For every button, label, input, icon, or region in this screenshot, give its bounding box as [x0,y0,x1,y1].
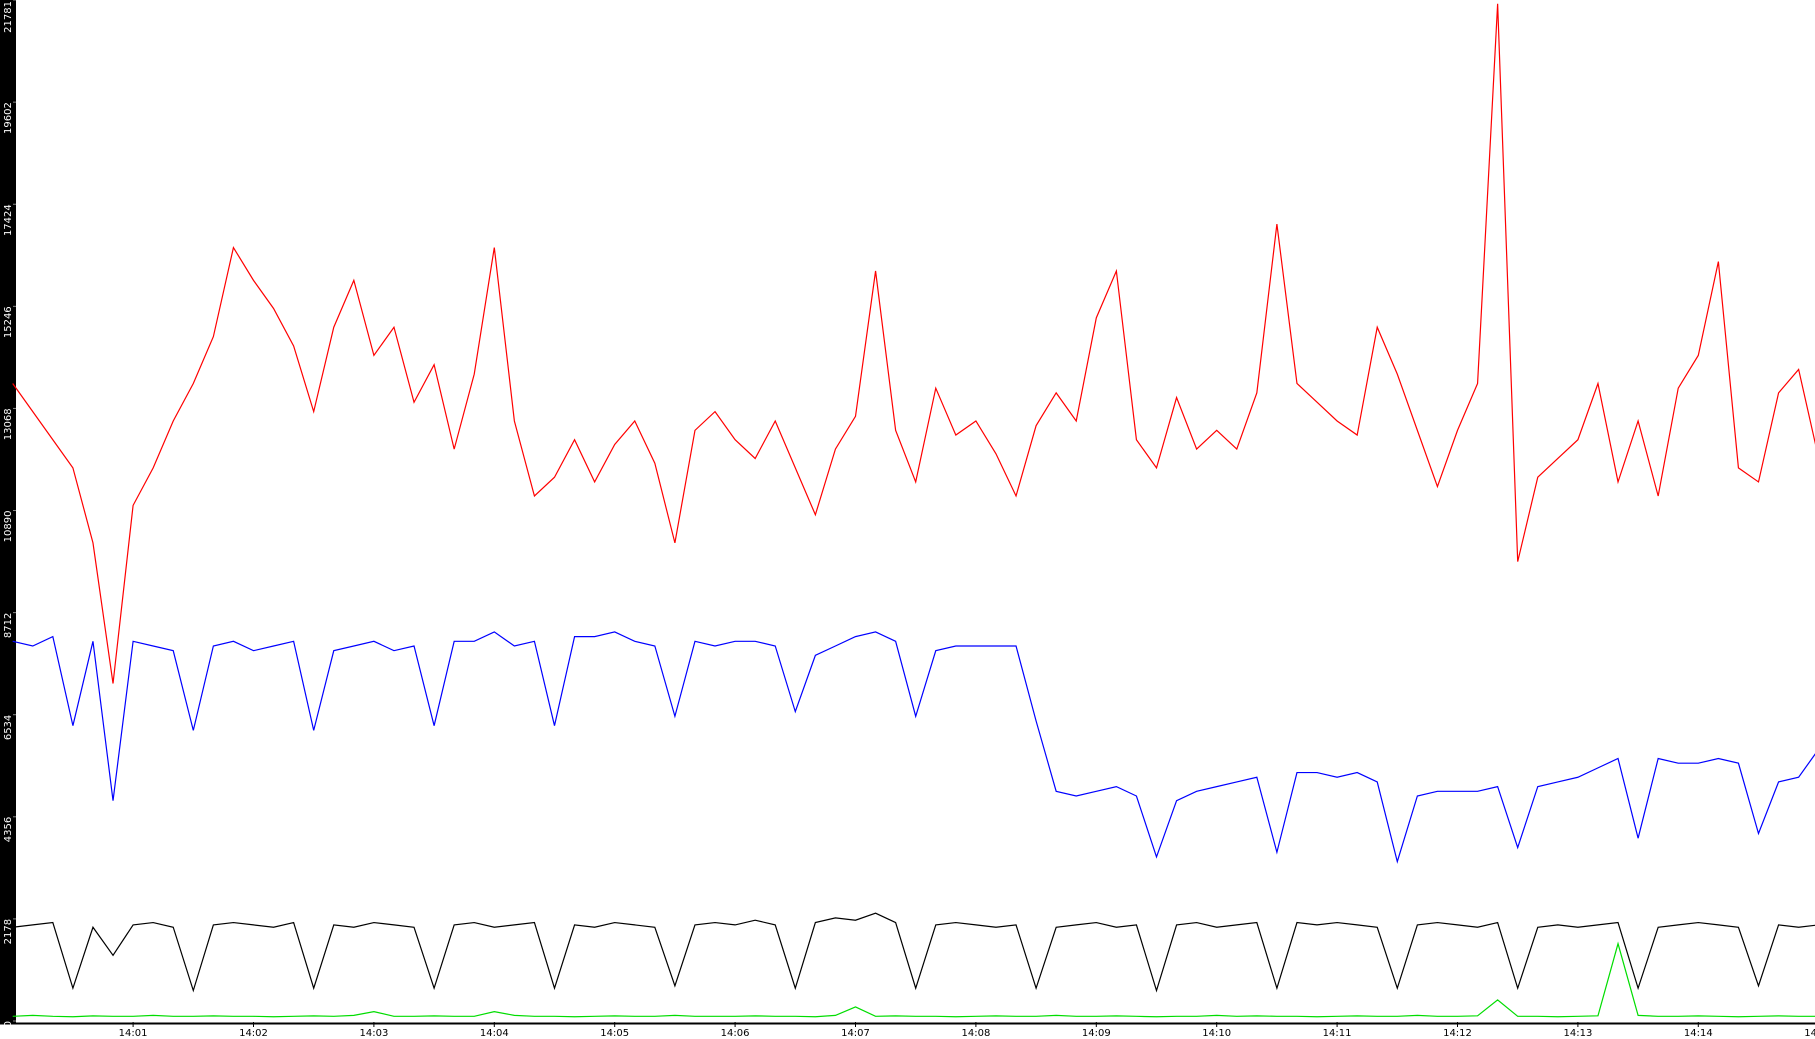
series-line [12,912,1815,993]
y-tick-label: 13068 [3,408,14,440]
x-tick-label: 14:10 [1202,1028,1231,1039]
y-tick-label: 8712 [3,613,14,638]
x-tick-label: 14:09 [1082,1028,1111,1039]
series-line [12,631,1815,864]
series-line [12,941,1815,1018]
y-tick-label: 15246 [3,306,14,338]
x-tick-label: 14:14 [1684,1028,1713,1039]
y-tick-label: 17424 [3,204,14,236]
y-tick-label: 2178 [3,919,14,944]
x-tick-label: 14:13 [1563,1028,1592,1039]
series-line [12,3,1815,684]
y-tick-label: 10890 [3,511,14,543]
x-tick-label: 14:05 [600,1028,629,1039]
y-tick-label: 19602 [3,102,14,134]
x-tick-label: 14:07 [841,1028,870,1039]
x-tick-label: 14:12 [1443,1028,1472,1039]
y-tick-label: 21781 [3,1,14,33]
x-tick-label: 14:15 [1804,1028,1815,1039]
y-tick-label: 4356 [3,817,14,842]
x-tick-label: 14:04 [480,1028,509,1039]
x-tick-label: 14:08 [961,1028,990,1039]
y-axis-strip [0,0,16,1023]
y-tick-label: 0 [3,1021,14,1027]
x-tick-label: 14:02 [239,1028,268,1039]
x-tick-label: 14:01 [119,1028,148,1039]
y-tick-label: 6534 [3,715,14,740]
x-tick-label: 14:06 [721,1028,750,1039]
x-tick-label: 14:03 [359,1028,388,1039]
x-tick-label: 14:11 [1323,1028,1352,1039]
